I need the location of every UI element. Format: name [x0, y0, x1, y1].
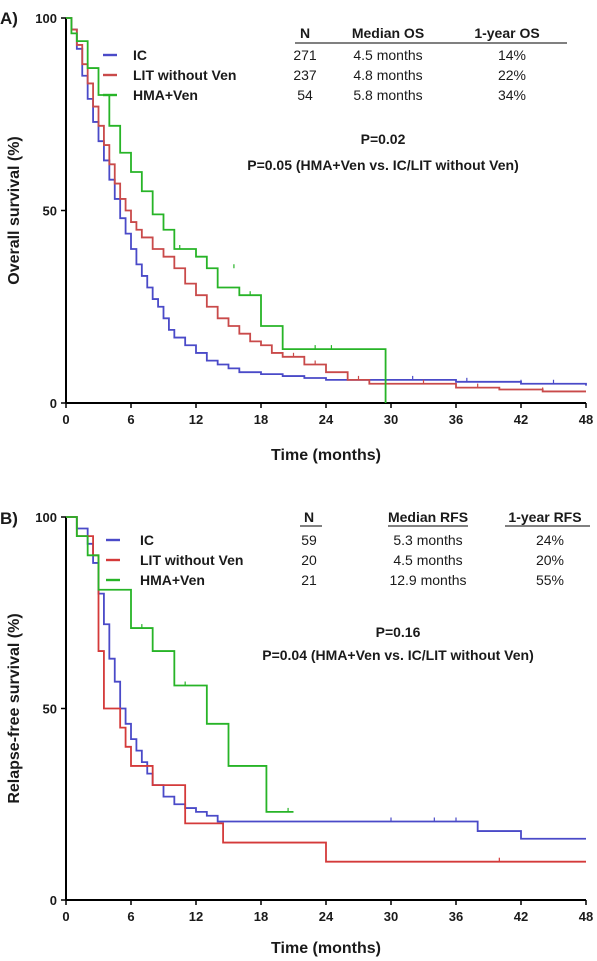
y-axis-label: Overall survival (%)	[6, 136, 23, 285]
table-cell-median: 4.5 months	[353, 47, 422, 63]
x-tick-label: 42	[514, 909, 528, 924]
table-cell-rate: 20%	[536, 552, 564, 568]
table-header: 1-year RFS	[508, 509, 581, 525]
table-header: Median OS	[352, 25, 424, 41]
table-cell-median: 5.8 months	[353, 87, 422, 103]
p-value: P=0.02	[361, 131, 406, 147]
survival-curve-hma-ven	[66, 17, 387, 403]
p-value: P=0.16	[376, 624, 421, 640]
legend-label: IC	[140, 532, 154, 548]
table-cell-n: 20	[301, 552, 317, 568]
legend-label: HMA+Ven	[140, 572, 205, 588]
table-header: N	[300, 25, 310, 41]
x-tick-label: 36	[449, 909, 463, 924]
x-axis-label: Time (months)	[271, 447, 381, 464]
table-cell-median: 4.8 months	[353, 67, 422, 83]
y-tick-label: 100	[35, 510, 57, 525]
x-axis-label: Time (months)	[271, 940, 381, 957]
table-cell-n: 59	[301, 532, 317, 548]
x-tick-label: 18	[254, 412, 268, 427]
x-tick-label: 30	[384, 412, 398, 427]
table-cell-median: 4.5 months	[393, 552, 462, 568]
chart-panel-a: A) 0 6 12 18 24 30 36 42 48 0 50 100 Time (months) Ove…	[0, 9, 593, 464]
table-cell-rate: 24%	[536, 532, 564, 548]
table-header: Median RFS	[388, 509, 468, 525]
x-tick-label: 18	[254, 909, 268, 924]
x-tick-label: 30	[384, 909, 398, 924]
legend-label: HMA+Ven	[133, 87, 198, 103]
x-tick-label: 6	[127, 909, 134, 924]
panel-label: A)	[0, 9, 18, 28]
x-tick-label: 6	[127, 412, 134, 427]
table-cell-n: 237	[293, 67, 317, 83]
y-tick-label: 100	[35, 11, 57, 26]
y-tick-label: 50	[43, 204, 57, 219]
table-cell-rate: 55%	[536, 572, 564, 588]
table-cell-n: 271	[293, 47, 317, 63]
x-tick-label: 0	[62, 412, 69, 427]
table-cell-median: 12.9 months	[389, 572, 466, 588]
y-axis-label: Relapse-free survival (%)	[6, 613, 23, 803]
legend-label: IC	[133, 47, 147, 63]
y-tick-label: 0	[50, 396, 57, 411]
panel-label: B)	[0, 509, 18, 528]
x-tick-label: 12	[189, 412, 203, 427]
table-cell-n: 54	[297, 87, 313, 103]
legend-label: LIT without Ven	[140, 552, 243, 568]
table-cell-rate: 14%	[498, 47, 526, 63]
x-tick-label: 42	[514, 412, 528, 427]
table-cell-n: 21	[301, 572, 317, 588]
x-tick-label: 0	[62, 909, 69, 924]
x-tick-label: 12	[189, 909, 203, 924]
survival-curve-ic	[66, 17, 587, 386]
survival-curve-lit-without-ven	[66, 516, 586, 863]
y-tick-label: 0	[50, 893, 57, 908]
x-tick-label: 48	[579, 412, 593, 427]
x-tick-label: 48	[579, 909, 593, 924]
x-tick-label: 36	[449, 412, 463, 427]
table-cell-rate: 34%	[498, 87, 526, 103]
table-header: N	[304, 509, 314, 525]
table-cell-median: 5.3 months	[393, 532, 462, 548]
x-tick-label: 24	[319, 909, 334, 924]
chart-panel-b: B) 0 6 12 18 24 30 36 42 48 0 50 100 Time (months) Rel…	[0, 509, 593, 957]
p-value-comparison: P=0.05 (HMA+Ven vs. IC/LIT without Ven)	[247, 157, 519, 173]
survival-curve-hma-ven	[66, 516, 294, 813]
p-value-comparison: P=0.04 (HMA+Ven vs. IC/LIT without Ven)	[262, 647, 534, 663]
survival-curve-lit-without-ven	[66, 17, 586, 393]
y-tick-label: 50	[43, 702, 57, 717]
table-header: 1-year OS	[474, 25, 539, 41]
legend-label: LIT without Ven	[133, 67, 236, 83]
x-tick-label: 24	[319, 412, 334, 427]
table-cell-rate: 22%	[498, 67, 526, 83]
